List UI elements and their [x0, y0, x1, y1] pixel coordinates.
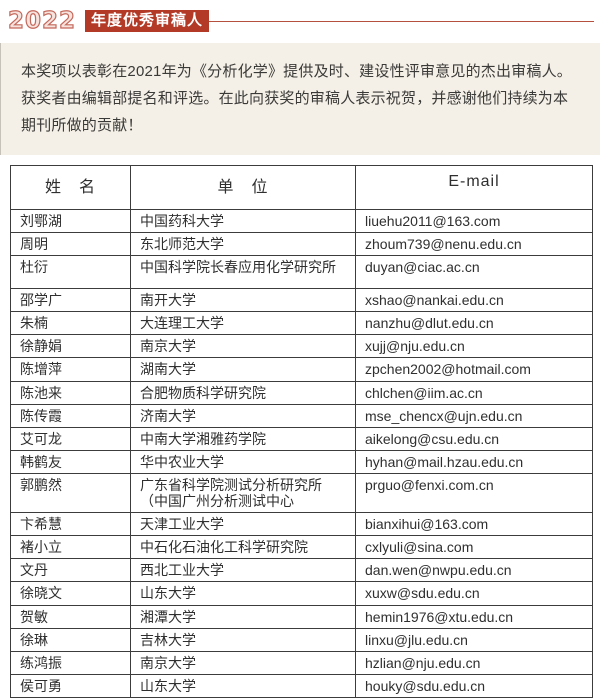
reviewer-table-container: 姓 名 单 位 E-mail 刘鄂湖 中国药科大学 liuehu2011@163.c…	[10, 165, 593, 698]
reviewer-email: mse_chencx@ujn.edu.cn	[355, 403, 593, 428]
header-rule-line	[209, 20, 594, 22]
reviewer-affiliation: 广东省科学院测试分析研究所（中国广州分析测试中心	[130, 472, 356, 514]
reviewer-email: linxu@jlu.edu.cn	[355, 627, 593, 652]
reviewer-table-body: 刘鄂湖 中国药科大学 liuehu2011@163.com 周明 东北师范大学 zhoum…	[10, 208, 593, 698]
table-row: 褚小立 中石化石油化工科学研究院 cxlyuli@sina.com	[10, 535, 593, 560]
reviewer-email: zpchen2002@hotmail.com	[355, 357, 593, 382]
reviewer-affiliation: 大连理工大学	[130, 311, 356, 336]
table-row: 徐晓文 山东大学 xuxw@sdu.edu.cn	[10, 581, 593, 606]
reviewer-affiliation: 山东大学	[130, 581, 356, 606]
table-row: 朱楠 大连理工大学 nanzhu@dlut.edu.cn	[10, 311, 593, 336]
reviewer-name: 韩鹤友	[10, 449, 131, 474]
table-row: 周明 东北师范大学 zhoum739@nenu.edu.cn	[10, 232, 593, 257]
reviewer-email: liuehu2011@163.com	[355, 208, 593, 234]
reviewer-affiliation: 湘潭大学	[130, 604, 356, 629]
reviewer-affiliation: 西北工业大学	[130, 558, 356, 583]
table-row: 侯可勇 山东大学 houky@sdu.edu.cn	[10, 673, 593, 698]
reviewer-name: 贺敏	[10, 604, 131, 629]
table-header-row: 姓 名 单 位 E-mail	[10, 165, 593, 210]
reviewer-name: 陈传霞	[10, 403, 131, 428]
reviewer-email: aikelong@csu.edu.cn	[355, 426, 593, 451]
table-row: 陈池来 合肥物质科学研究院 chlchen@iim.ac.cn	[10, 380, 593, 405]
reviewer-affiliation: 山东大学	[130, 673, 356, 698]
reviewer-name: 褚小立	[10, 535, 131, 560]
reviewer-name: 周明	[10, 232, 131, 257]
reviewer-affiliation: 华中农业大学	[130, 449, 356, 474]
reviewer-email: houky@sdu.edu.cn	[355, 673, 593, 698]
reviewer-email: xujj@nju.edu.cn	[355, 334, 593, 359]
reviewer-affiliation: 吉林大学	[130, 627, 356, 652]
table-row: 艾可龙 中南大学湘雅药学院 aikelong@csu.edu.cn	[10, 426, 593, 451]
reviewer-name: 徐静娟	[10, 334, 131, 359]
col-header-email: E-mail	[355, 165, 593, 210]
table-row: 徐静娟 南京大学 xujj@nju.edu.cn	[10, 334, 593, 359]
reviewer-name: 陈增萍	[10, 357, 131, 382]
table-row: 贺敏 湘潭大学 hemin1976@xtu.edu.cn	[10, 604, 593, 629]
reviewer-affiliation: 中国药科大学	[130, 208, 356, 234]
reviewer-name: 文丹	[10, 558, 131, 583]
page-header: 2022 年度优秀审稿人	[0, 0, 600, 34]
table-row: 文丹 西北工业大学 dan.wen@nwpu.edu.cn	[10, 558, 593, 583]
reviewer-email: chlchen@iim.ac.cn	[355, 380, 593, 405]
reviewer-affiliation: 南京大学	[130, 334, 356, 359]
col-header-name: 姓 名	[10, 165, 131, 210]
reviewer-affiliation: 中国科学院长春应用化学研究所	[130, 255, 356, 290]
reviewer-affiliation: 南京大学	[130, 650, 356, 675]
table-row: 陈增萍 湖南大学 zpchen2002@hotmail.com	[10, 357, 593, 382]
reviewer-affiliation: 中南大学湘雅药学院	[130, 426, 356, 451]
reviewer-name: 卞希慧	[10, 512, 131, 537]
reviewer-name: 刘鄂湖	[10, 208, 131, 234]
reviewer-name: 杜衍	[10, 255, 131, 290]
reviewer-affiliation: 天津工业大学	[130, 512, 356, 537]
reviewer-email: dan.wen@nwpu.edu.cn	[355, 558, 593, 583]
reviewer-affiliation: 湖南大学	[130, 357, 356, 382]
title-badge: 年度优秀审稿人	[85, 10, 210, 32]
reviewer-name: 练鸿振	[10, 650, 131, 675]
table-row: 郭鹏然 广东省科学院测试分析研究所（中国广州分析测试中心 prguo@fenxi.c…	[10, 472, 593, 514]
reviewer-email: prguo@fenxi.com.cn	[355, 472, 593, 514]
table-row: 邵学广 南开大学 xshao@nankai.edu.cn	[10, 288, 593, 313]
reviewer-name: 徐晓文	[10, 581, 131, 606]
reviewer-email: xshao@nankai.edu.cn	[355, 288, 593, 313]
table-row: 韩鹤友 华中农业大学 hyhan@mail.hzau.edu.cn	[10, 449, 593, 474]
reviewer-name: 侯可勇	[10, 673, 131, 698]
col-header-affiliation: 单 位	[130, 165, 356, 210]
reviewer-affiliation: 南开大学	[130, 288, 356, 313]
reviewer-name: 艾可龙	[10, 426, 131, 451]
reviewer-name: 邵学广	[10, 288, 131, 313]
reviewer-email: hemin1976@xtu.edu.cn	[355, 604, 593, 629]
reviewer-name: 徐琳	[10, 627, 131, 652]
reviewer-email: zhoum739@nenu.edu.cn	[355, 232, 593, 257]
reviewer-email: bianxihui@163.com	[355, 512, 593, 537]
reviewer-name: 郭鹏然	[10, 472, 131, 514]
reviewer-name: 朱楠	[10, 311, 131, 336]
reviewer-table: 姓 名 单 位 E-mail 刘鄂湖 中国药科大学 liuehu2011@163.c…	[10, 165, 593, 698]
intro-paragraph: 本奖项以表彰在2021年为《分析化学》提供及时、建设性评审意见的杰出审稿人。获奖…	[0, 43, 600, 155]
reviewer-affiliation: 东北师范大学	[130, 232, 356, 257]
reviewer-email: hyhan@mail.hzau.edu.cn	[355, 449, 593, 474]
table-row: 卞希慧 天津工业大学 bianxihui@163.com	[10, 512, 593, 537]
table-row: 徐琳 吉林大学 linxu@jlu.edu.cn	[10, 627, 593, 652]
reviewer-affiliation: 合肥物质科学研究院	[130, 380, 356, 405]
reviewer-affiliation: 济南大学	[130, 403, 356, 428]
reviewer-email: xuxw@sdu.edu.cn	[355, 581, 593, 606]
reviewer-affiliation: 中石化石油化工科学研究院	[130, 535, 356, 560]
table-row: 杜衍 中国科学院长春应用化学研究所 duyan@ciac.ac.cn	[10, 255, 593, 290]
reviewer-email: nanzhu@dlut.edu.cn	[355, 311, 593, 336]
table-row: 刘鄂湖 中国药科大学 liuehu2011@163.com	[10, 208, 593, 234]
reviewer-email: duyan@ciac.ac.cn	[355, 255, 593, 290]
year-label: 2022	[7, 7, 77, 34]
reviewer-email: cxlyuli@sina.com	[355, 535, 593, 560]
table-row: 陈传霞 济南大学 mse_chencx@ujn.edu.cn	[10, 403, 593, 428]
reviewer-email: hzlian@nju.edu.cn	[355, 650, 593, 675]
reviewer-name: 陈池来	[10, 380, 131, 405]
table-row: 练鸿振 南京大学 hzlian@nju.edu.cn	[10, 650, 593, 675]
